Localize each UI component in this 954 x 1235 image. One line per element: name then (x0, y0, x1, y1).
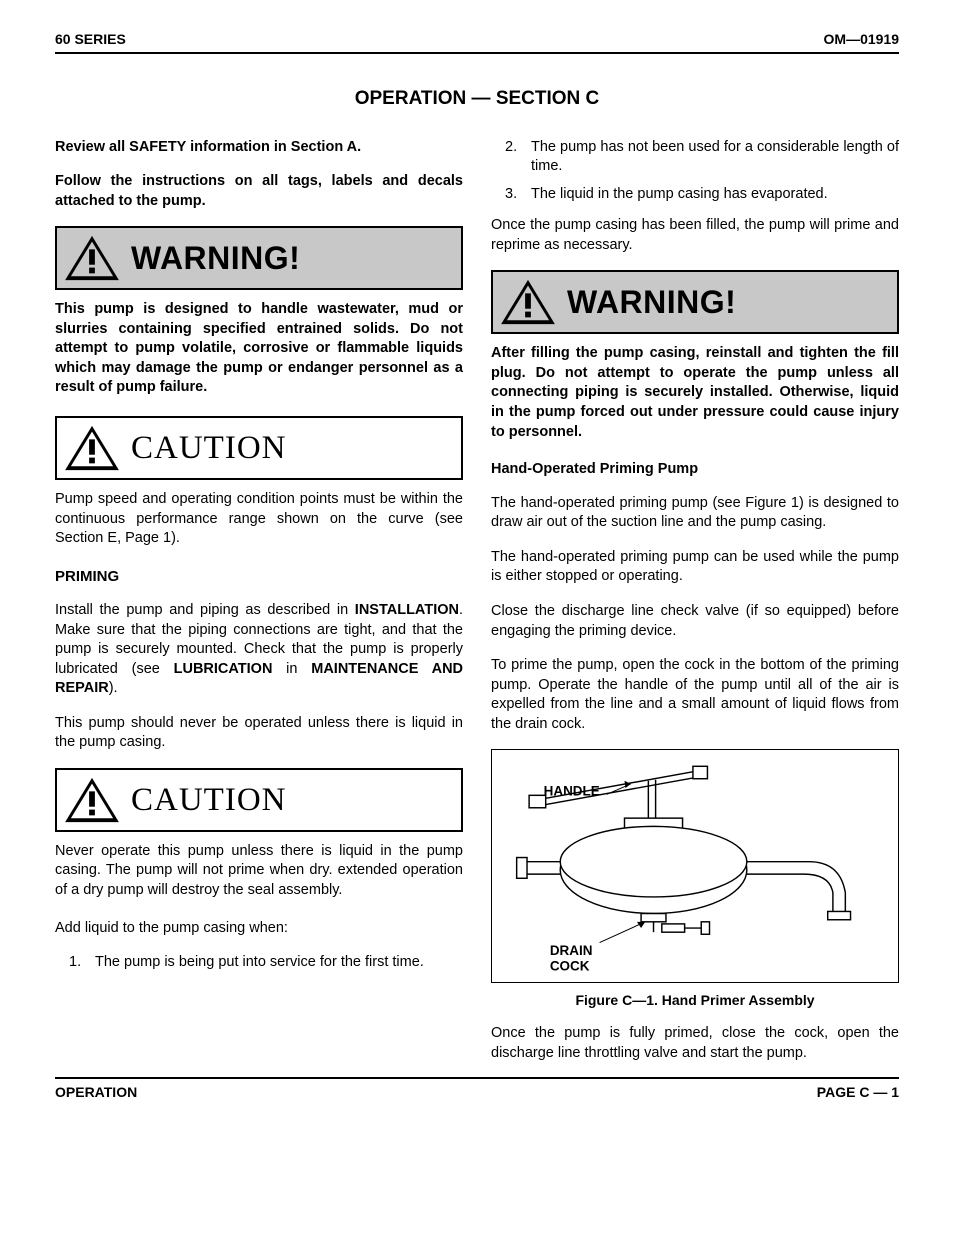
figure-c1-box: HANDLE DRAIN COCK (491, 749, 899, 983)
warning-box-1: WARNING! (55, 226, 463, 290)
right-column: 2.The pump has not been used for a consi… (491, 138, 899, 1064)
header-right: OM—01919 (824, 30, 899, 49)
list-item-text: The pump is being put into service for t… (95, 954, 424, 970)
left-column: Review all SAFETY information in Section… (55, 138, 463, 1064)
caution-triangle-icon (63, 776, 121, 824)
list-item-text: The liquid in the pump casing has evapo­… (531, 186, 828, 202)
warning-label-1: WARNING! (131, 237, 300, 280)
footer-left: OPERATION (55, 1083, 137, 1102)
caution-label-1: CAUTION (131, 426, 286, 471)
warning-text-1: This pump is designed to handle waste­wa… (55, 300, 463, 398)
page-footer: OPERATION PAGE C — 1 (55, 1077, 899, 1102)
list-item: 2.The pump has not been used for a consi… (515, 138, 899, 177)
intro-line-2: Follow the instructions on all tags, lab… (55, 172, 463, 211)
after-prime-text: Once the pump is fully primed, close the… (491, 1024, 899, 1063)
once-filled-text: Once the pump casing has been filled, th… (491, 216, 899, 255)
list-item: 3.The liquid in the pump casing has evap… (515, 185, 899, 205)
warning-box-2: WARNING! (491, 270, 899, 334)
footer-right: PAGE C — 1 (817, 1083, 899, 1102)
figure-handle-label: HANDLE (544, 784, 600, 799)
page-header: 60 SERIES OM—01919 (55, 30, 899, 54)
warning-triangle-icon (499, 278, 557, 326)
handpump-heading: Hand-Operated Priming Pump (491, 460, 899, 480)
priming-p1-a: Install the pump and piping as described… (55, 602, 355, 618)
figure-caption: Figure C—1. Hand Primer Assembly (491, 991, 899, 1010)
intro-line-1: Review all SAFETY information in Section… (55, 138, 463, 158)
caution-label-2: CAUTION (131, 778, 286, 823)
addliquid-lead: Add liquid to the pump casing when: (55, 919, 463, 939)
handpump-p1: The hand-operated priming pump (see Figu… (491, 494, 899, 533)
list-item: 1.The pump is being put into service for… (79, 953, 463, 973)
handpump-p3: Close the discharge line check valve (if… (491, 602, 899, 641)
caution-text-2: Never operate this pump unless there is … (55, 842, 463, 901)
priming-p1-b: IN­STALLATION (355, 602, 459, 618)
page: 60 SERIES OM—01919 OPERATION — SECTION C… (0, 0, 954, 1127)
list-item-text: The pump has not been used for a conside… (531, 139, 899, 175)
caution-box-2: CAUTION (55, 768, 463, 832)
hand-primer-diagram: HANDLE DRAIN COCK (498, 758, 892, 976)
priming-p2: This pump should never be operated unles… (55, 714, 463, 753)
figure-drain-label-1: DRAIN (550, 943, 593, 958)
priming-p1-d: LUBRICATION (174, 661, 273, 677)
handpump-p4: To prime the pump, open the cock in the … (491, 656, 899, 734)
header-left: 60 SERIES (55, 30, 126, 49)
section-title: OPERATION — SECTION C (55, 86, 899, 112)
addliquid-list-right: 2.The pump has not been used for a consi… (491, 138, 899, 205)
warning-triangle-icon (63, 234, 121, 282)
two-column-layout: Review all SAFETY information in Section… (55, 138, 899, 1064)
priming-p1: Install the pump and piping as described… (55, 601, 463, 699)
priming-heading: PRIMING (55, 567, 463, 587)
figure-drain-label-2: COCK (550, 959, 590, 974)
handpump-p2: The hand-operated priming pump can be us… (491, 548, 899, 587)
warning-label-2: WARNING! (567, 281, 736, 324)
warning-text-2: After filling the pump casing, reinstall… (491, 344, 899, 442)
addliquid-list-left: 1.The pump is being put into service for… (55, 953, 463, 973)
caution-box-1: CAUTION (55, 416, 463, 480)
caution-triangle-icon (63, 424, 121, 472)
priming-p1-g: ). (109, 680, 118, 696)
priming-p1-e: in (272, 661, 311, 677)
caution-text-1: Pump speed and operating condition point… (55, 490, 463, 549)
